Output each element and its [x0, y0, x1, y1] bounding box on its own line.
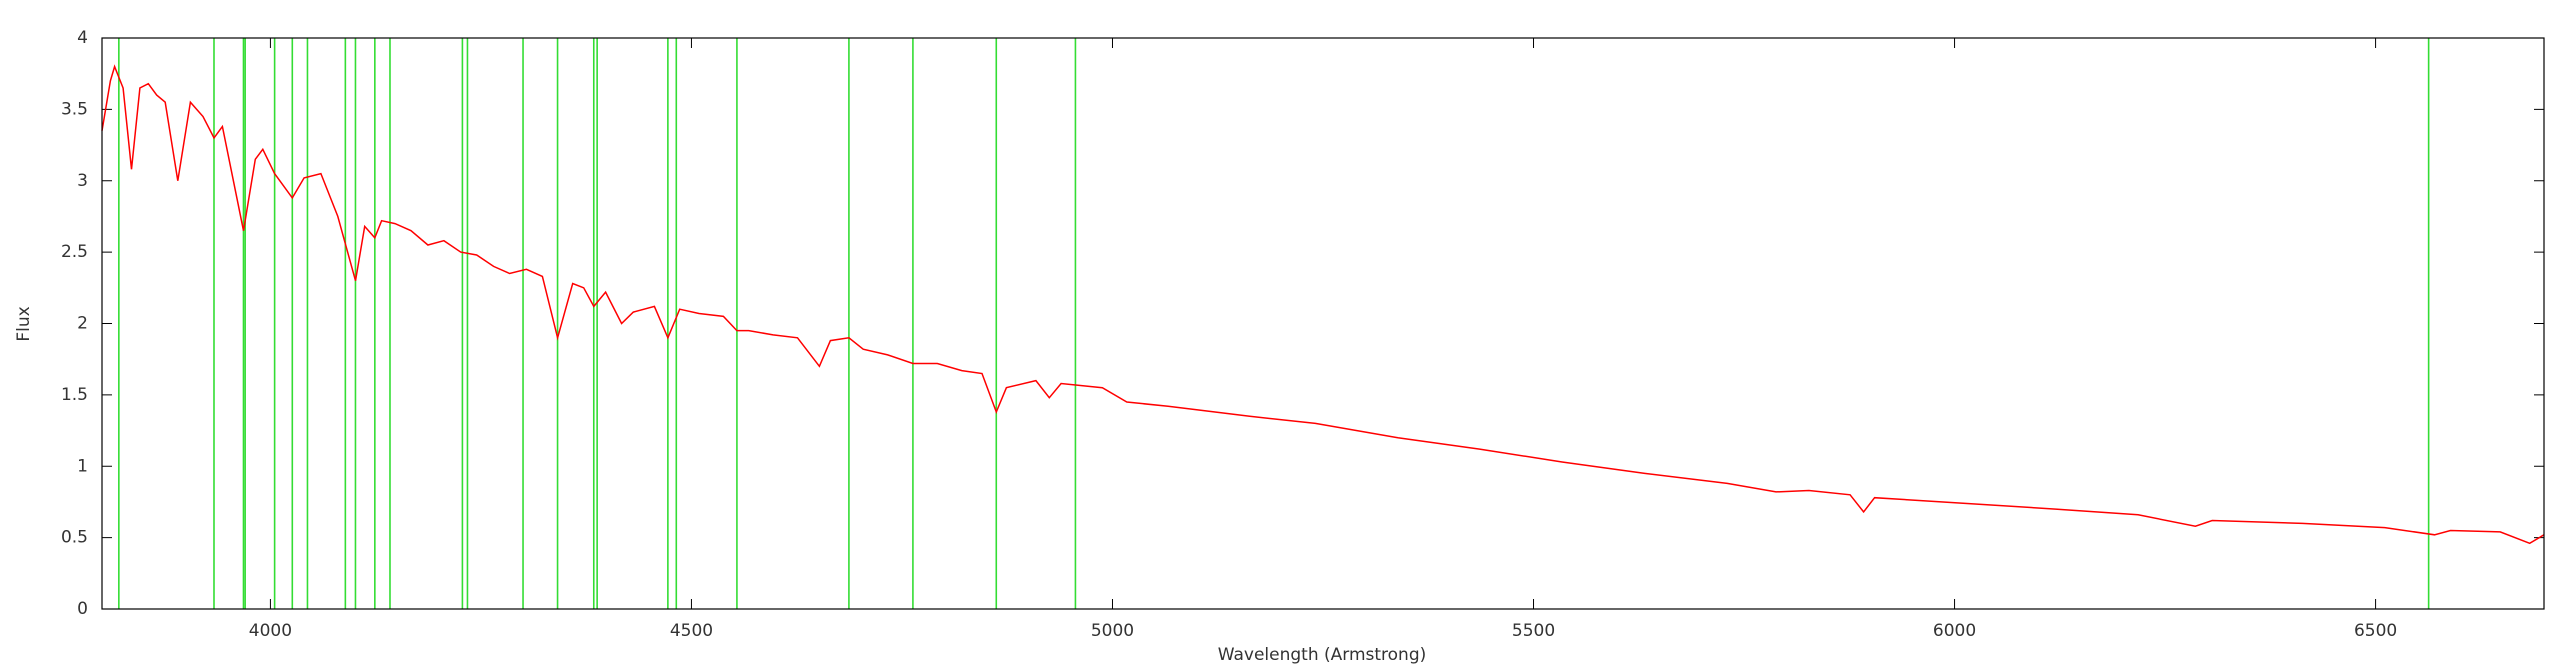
y-tick-label: 3.5 [61, 99, 88, 119]
y-tick-label: 1 [77, 456, 88, 476]
spectrum-line [101, 64, 2545, 545]
x-tick-label: 4500 [670, 621, 713, 641]
y-tick-label: 4 [77, 28, 88, 48]
y-tick-label: 0.5 [61, 528, 88, 548]
x-tick-label: 6500 [2354, 621, 2397, 641]
y-tick-label: 2 [77, 314, 88, 334]
x-tick-label: 4000 [249, 621, 292, 641]
x-tick-label: 5500 [1512, 621, 1555, 641]
x-tick-label: 5000 [1091, 621, 1134, 641]
y-tick-label: 3 [77, 171, 88, 191]
x-axis-label: Wavelength (Armstrong) [1218, 645, 1427, 665]
x-tick-label: 6000 [1933, 621, 1976, 641]
y-tick-label: 2.5 [61, 242, 88, 262]
plot-frame [101, 37, 2545, 610]
y-tick-label: 0 [77, 599, 88, 619]
y-axis-label: Flux [14, 306, 34, 341]
y-tick-label: 1.5 [61, 385, 88, 405]
